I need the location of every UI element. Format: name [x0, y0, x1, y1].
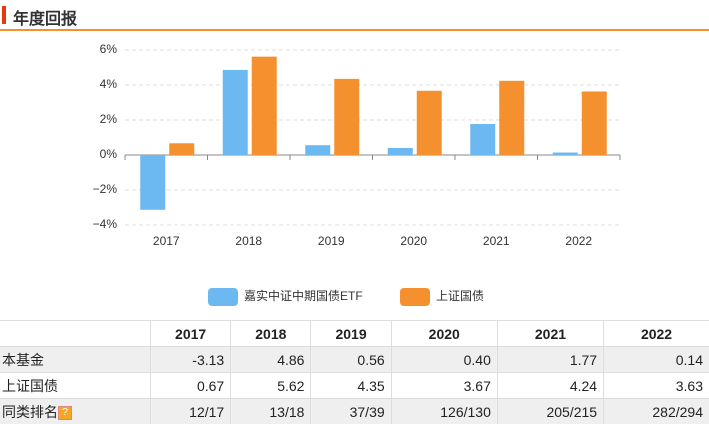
bar — [552, 152, 578, 155]
table-cell: 1.77 — [496, 346, 604, 373]
header-cell: 2017 — [149, 320, 231, 347]
title-accent — [2, 6, 6, 24]
header-row: 2017 2018 2019 2020 2021 2022 — [0, 320, 709, 347]
table-cell: 282/294 — [603, 398, 709, 424]
bar — [581, 91, 607, 155]
data-table: 2017 2018 2019 2020 2021 2022 本基金 -3.13 4.86 0.56… — [0, 320, 709, 424]
legend-swatch — [400, 288, 430, 306]
bar — [222, 69, 248, 155]
title: 年度回报 — [13, 11, 78, 28]
table-cell: 0.56 — [310, 346, 392, 373]
bar — [416, 90, 442, 155]
table-row: 同类排名? 12/17 13/18 37/39 126/130 205/215 282/29… — [0, 398, 709, 424]
table-cell: 4.86 — [230, 346, 311, 373]
header-cell: 2018 — [230, 320, 311, 347]
chart: −4% −2% 0% 2% 4% 6% 2017 2018 2019 2020 2021 2022 嘉实… — [93, 42, 621, 306]
table-cell: 13/18 — [230, 398, 311, 424]
header-cell: 2021 — [496, 320, 604, 347]
table-row: 本基金 -3.13 4.86 0.56 0.40 1.77 0.14 — [0, 346, 709, 373]
bar — [140, 155, 166, 210]
table-cell: 205/215 — [496, 398, 604, 424]
help-icon[interactable]: ? — [58, 405, 72, 420]
row-label: 本基金 — [0, 346, 151, 373]
table-cell: 37/39 — [310, 398, 392, 424]
bar — [470, 124, 496, 155]
table-cell: 5.62 — [230, 372, 311, 399]
row-label: 同类排名? — [0, 398, 151, 424]
table-cell: 0.40 — [390, 346, 498, 373]
legend-label: 嘉实中证中期国债ETF — [244, 288, 363, 303]
table-cell: 4.35 — [310, 372, 392, 399]
x-tick-label: 2022 — [565, 234, 592, 248]
row-label-text: 同类排名 — [2, 403, 58, 420]
legend-swatch — [208, 288, 238, 306]
x-tick-label: 2017 — [153, 234, 180, 248]
y-tick-label: 4% — [100, 77, 118, 91]
header-cell: 2022 — [603, 320, 709, 347]
x-tick-label: 2020 — [400, 234, 427, 248]
bar — [499, 80, 525, 155]
y-tick-label: −2% — [93, 182, 118, 196]
y-tick-label: 2% — [100, 112, 118, 126]
table-cell: 0.14 — [603, 346, 709, 373]
table-cell: 3.63 — [603, 372, 709, 399]
row-label-text: 上证国债 — [2, 377, 58, 394]
y-tick-label: 6% — [100, 42, 118, 56]
y-tick-label: −4% — [93, 217, 118, 231]
bar — [251, 56, 277, 155]
table-row: 上证国债 0.67 5.62 4.35 3.67 4.24 3.63 — [0, 372, 709, 399]
title-bar: 年度回报 — [0, 0, 709, 31]
bar — [334, 78, 360, 155]
legend-label: 上证国债 — [436, 289, 484, 303]
row-label: 上证国债 — [0, 372, 151, 399]
table-cell: -3.13 — [149, 346, 231, 373]
table-cell: 4.24 — [496, 372, 604, 399]
bar — [305, 145, 331, 155]
table-cell: 0.67 — [149, 372, 231, 399]
row-label-text: 本基金 — [2, 351, 44, 368]
x-tick-label: 2019 — [318, 234, 345, 248]
header-cell: 2020 — [390, 320, 498, 347]
x-tick-label: 2018 — [235, 234, 262, 248]
table-cell: 3.67 — [390, 372, 498, 399]
y-tick-label: 0% — [100, 147, 118, 161]
header-cell — [0, 320, 151, 347]
table-cell: 126/130 — [390, 398, 498, 424]
x-tick-label: 2021 — [483, 234, 510, 248]
table-cell: 12/17 — [149, 398, 231, 424]
bar — [387, 148, 413, 155]
header-cell: 2019 — [310, 320, 392, 347]
bar — [169, 143, 195, 155]
